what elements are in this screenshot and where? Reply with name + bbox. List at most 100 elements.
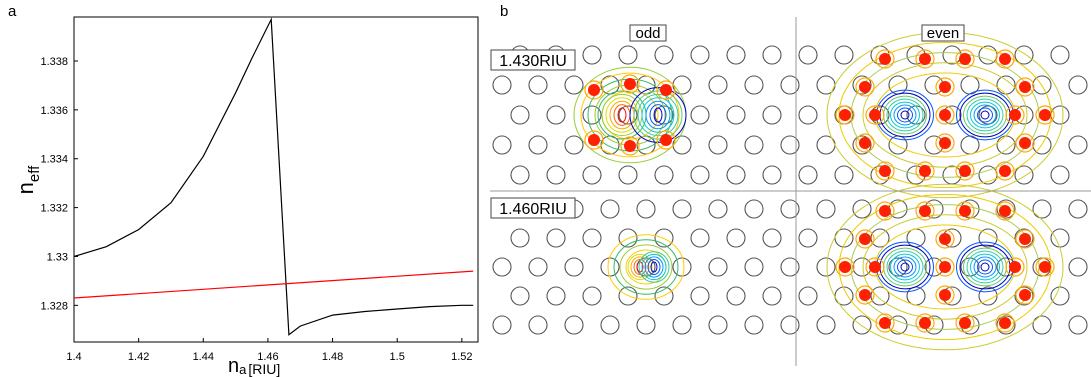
- even-top-spot: [1039, 109, 1051, 121]
- lattice-hole: [744, 315, 764, 335]
- lattice-hole: [672, 257, 692, 277]
- odd-top-side-spot: [584, 80, 604, 100]
- even-top-spot: [879, 53, 891, 65]
- even-bottom-spot: [939, 233, 951, 245]
- lattice-hole: [780, 75, 800, 95]
- even-top-spot: [955, 49, 975, 69]
- lattice-hole: [852, 75, 872, 95]
- even-bottom-left-core: [893, 256, 917, 278]
- even-top-spot: [939, 109, 951, 121]
- lattice-hole: [888, 257, 908, 277]
- lattice-hole: [600, 199, 620, 219]
- even-bottom-spot: [1035, 257, 1055, 277]
- odd-top-negative-lobe: [633, 90, 683, 140]
- lattice-hole: [942, 45, 962, 65]
- lattice-hole: [762, 228, 782, 248]
- column-title-even: even: [921, 24, 965, 42]
- even-top-spot: [1015, 77, 1035, 97]
- even-bottom-right-core: [980, 262, 990, 272]
- even-top-right-core: [970, 101, 1000, 129]
- x-tick-label: 1.42: [128, 351, 149, 363]
- lattice-hole: [528, 315, 548, 335]
- even-bottom-spot: [959, 317, 971, 329]
- x-tick-label: 1.52: [451, 351, 472, 363]
- even-bottom-spot: [1015, 285, 1035, 305]
- lattice-hole: [618, 105, 638, 125]
- svg-text:1.430RIU: 1.430RIU: [499, 53, 567, 70]
- lattice-hole: [1068, 75, 1088, 95]
- even-top-spot: [1009, 109, 1021, 121]
- even-top-spot: [875, 49, 895, 69]
- even-bottom-right-core: [956, 241, 1014, 293]
- even-top-right-core: [973, 104, 997, 126]
- odd-top-outer-contour: [580, 72, 680, 158]
- lattice-hole: [744, 199, 764, 219]
- lattice-hole: [978, 228, 998, 248]
- odd-top-negative-lobe: [649, 104, 667, 126]
- even-top-spot: [839, 109, 851, 121]
- lattice-hole: [690, 45, 710, 65]
- y-tick-label: 1.336: [40, 105, 68, 117]
- lattice-hole: [546, 105, 566, 125]
- even-bottom-right-core: [966, 250, 1004, 284]
- odd-bottom-negative-lobe: [638, 251, 670, 283]
- lattice-hole: [492, 75, 512, 95]
- even-bottom-spot: [919, 317, 931, 329]
- lattice-hole: [582, 45, 602, 65]
- lattice-hole: [996, 199, 1016, 219]
- lattice-hole: [690, 286, 710, 306]
- even-bottom-spot: [995, 201, 1015, 221]
- odd-top-negative-lobe: [653, 107, 663, 123]
- panel-b-field-maps: odd even 1.430RIU 1.460RIU: [490, 17, 1091, 366]
- even-bottom-spot: [935, 285, 955, 305]
- even-top-left-core: [900, 110, 910, 120]
- even-bottom-spot: [855, 285, 875, 305]
- x-ticks: 1.4 1.42 1.44 1.46 1.48 1.5 1.52: [66, 338, 473, 363]
- lattice-hole: [762, 165, 782, 185]
- lattice-hole: [942, 165, 962, 185]
- even-bottom-left-core: [897, 259, 913, 275]
- even-top-spot: [865, 105, 885, 125]
- y-tick-label: 1.338: [40, 56, 68, 68]
- even-top-spot: [869, 109, 881, 121]
- lattice-hole: [726, 286, 746, 306]
- even-bottom-spot: [1039, 261, 1051, 273]
- lattice-hole: [744, 135, 764, 155]
- lattice-hole: [762, 105, 782, 125]
- lattice-hole: [618, 228, 638, 248]
- panel-a-chart: 1.4 1.42 1.44 1.46 1.48 1.5 1.52 1.328 1.33 1.33…: [13, 16, 479, 377]
- lattice-hole: [618, 286, 638, 306]
- y-tick-label: 1.328: [40, 300, 68, 312]
- lattice-hole: [1050, 286, 1070, 306]
- x-tick-label: 1.46: [257, 351, 278, 363]
- odd-bottom-negative-lobe: [647, 258, 661, 276]
- lattice-hole: [1068, 135, 1088, 155]
- svg-text:even: even: [927, 25, 960, 42]
- lattice-hole: [1032, 199, 1052, 219]
- y-tick-label: 1.334: [40, 154, 68, 166]
- lattice-hole: [708, 257, 728, 277]
- row-label-bottom: 1.460RIU: [490, 197, 576, 219]
- lattice-hole: [690, 165, 710, 185]
- odd-top-positive-lobe: [601, 93, 643, 137]
- lattice-hole: [798, 105, 818, 125]
- even-top-spot: [875, 161, 895, 181]
- lattice-hole: [870, 228, 890, 248]
- lattice-hole: [582, 165, 602, 185]
- even-top-left-core: [886, 98, 924, 132]
- even-top-spot: [959, 53, 971, 65]
- odd-top-side-spot: [656, 130, 676, 150]
- odd-top-side-spot: [584, 130, 604, 150]
- even-top-spot: [915, 161, 935, 181]
- even-bottom-spot: [859, 233, 871, 245]
- lattice-hole: [780, 135, 800, 155]
- lattice-hole: [708, 199, 728, 219]
- lattice-hole: [798, 286, 818, 306]
- odd-top-negative-lobe: [629, 87, 687, 143]
- lattice-hole: [744, 257, 764, 277]
- lattice-hole: [546, 165, 566, 185]
- even-bottom-spot: [919, 205, 931, 217]
- y-tick-label: 1.332: [40, 203, 68, 215]
- even-top-spot: [1005, 105, 1025, 125]
